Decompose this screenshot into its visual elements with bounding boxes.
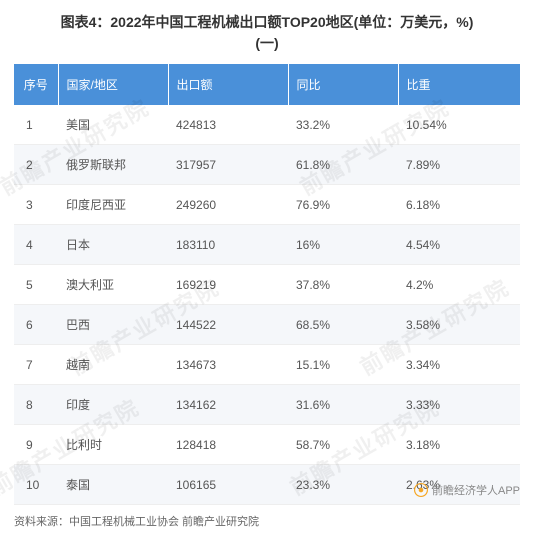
table-row: 1美国42481333.2%10.54%: [14, 105, 520, 145]
col-share: 比重: [398, 64, 520, 105]
source-text: 资料来源：中国工程机械工业协会 前瞻产业研究院: [14, 513, 520, 529]
cell-region: 日本: [58, 225, 168, 265]
cell-no: 9: [14, 425, 58, 465]
cell-yoy: 16%: [288, 225, 398, 265]
title-line1: 图表4：2022年中国工程机械出口额TOP20地区(单位：万美元，%): [61, 14, 474, 30]
col-export: 出口额: [168, 64, 288, 105]
footer-brand: 前瞻经济学人APP: [414, 482, 520, 498]
cell-no: 8: [14, 385, 58, 425]
brand-icon: [414, 483, 428, 497]
cell-region: 印度尼西亚: [58, 185, 168, 225]
cell-share: 7.89%: [398, 145, 520, 185]
cell-share: 3.18%: [398, 425, 520, 465]
table-row: 6巴西14452268.5%3.58%: [14, 305, 520, 345]
cell-region: 美国: [58, 105, 168, 145]
table-row: 8印度13416231.6%3.33%: [14, 385, 520, 425]
col-region: 国家/地区: [58, 64, 168, 105]
cell-export: 128418: [168, 425, 288, 465]
cell-yoy: 58.7%: [288, 425, 398, 465]
cell-region: 印度: [58, 385, 168, 425]
cell-region: 比利时: [58, 425, 168, 465]
cell-export: 249260: [168, 185, 288, 225]
title-line2: (一): [255, 35, 278, 51]
cell-export: 134162: [168, 385, 288, 425]
cell-share: 3.33%: [398, 385, 520, 425]
cell-no: 10: [14, 465, 58, 505]
cell-no: 2: [14, 145, 58, 185]
cell-yoy: 15.1%: [288, 345, 398, 385]
table-row: 7越南13467315.1%3.34%: [14, 345, 520, 385]
cell-yoy: 33.2%: [288, 105, 398, 145]
cell-yoy: 61.8%: [288, 145, 398, 185]
cell-share: 6.18%: [398, 185, 520, 225]
table-header-row: 序号 国家/地区 出口额 同比 比重: [14, 64, 520, 105]
footer-brand-text: 前瞻经济学人APP: [432, 482, 520, 498]
chart-title: 图表4：2022年中国工程机械出口额TOP20地区(单位：万美元，%) (一): [14, 12, 520, 54]
cell-no: 3: [14, 185, 58, 225]
cell-region: 泰国: [58, 465, 168, 505]
cell-region: 澳大利亚: [58, 265, 168, 305]
table-row: 9比利时12841858.7%3.18%: [14, 425, 520, 465]
cell-no: 1: [14, 105, 58, 145]
table-row: 4日本18311016%4.54%: [14, 225, 520, 265]
cell-no: 4: [14, 225, 58, 265]
cell-share: 4.54%: [398, 225, 520, 265]
cell-no: 5: [14, 265, 58, 305]
cell-export: 183110: [168, 225, 288, 265]
cell-export: 106165: [168, 465, 288, 505]
cell-no: 7: [14, 345, 58, 385]
cell-export: 169219: [168, 265, 288, 305]
cell-no: 6: [14, 305, 58, 345]
cell-yoy: 23.3%: [288, 465, 398, 505]
cell-share: 3.58%: [398, 305, 520, 345]
cell-share: 4.2%: [398, 265, 520, 305]
cell-export: 424813: [168, 105, 288, 145]
col-no: 序号: [14, 64, 58, 105]
col-yoy: 同比: [288, 64, 398, 105]
cell-share: 10.54%: [398, 105, 520, 145]
cell-region: 俄罗斯联邦: [58, 145, 168, 185]
cell-region: 越南: [58, 345, 168, 385]
cell-export: 317957: [168, 145, 288, 185]
cell-export: 134673: [168, 345, 288, 385]
cell-yoy: 31.6%: [288, 385, 398, 425]
table-row: 2俄罗斯联邦31795761.8%7.89%: [14, 145, 520, 185]
cell-region: 巴西: [58, 305, 168, 345]
cell-yoy: 68.5%: [288, 305, 398, 345]
data-table: 序号 国家/地区 出口额 同比 比重 1美国42481333.2%10.54%2…: [14, 64, 520, 505]
cell-yoy: 76.9%: [288, 185, 398, 225]
cell-export: 144522: [168, 305, 288, 345]
table-row: 3印度尼西亚24926076.9%6.18%: [14, 185, 520, 225]
table-row: 5澳大利亚16921937.8%4.2%: [14, 265, 520, 305]
cell-yoy: 37.8%: [288, 265, 398, 305]
cell-share: 3.34%: [398, 345, 520, 385]
